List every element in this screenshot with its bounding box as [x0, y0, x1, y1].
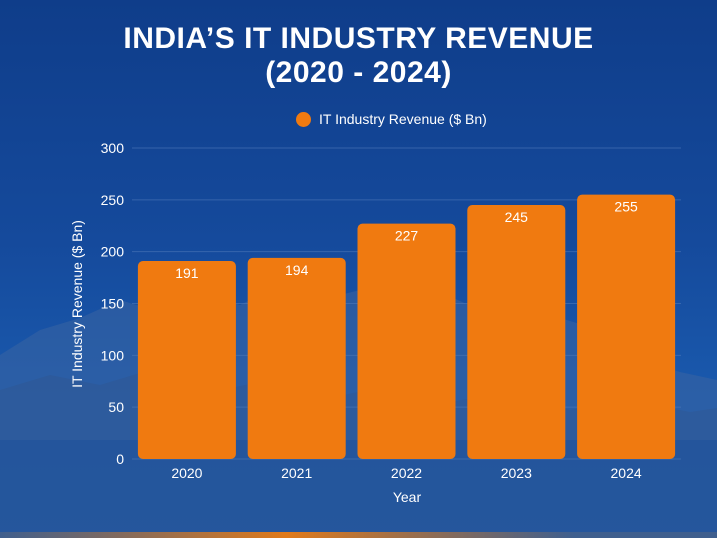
y-tick-label: 100	[101, 347, 125, 363]
y-tick-label: 200	[101, 244, 125, 260]
bar-2022	[357, 223, 456, 459]
chart-title: INDIA’S IT INDUSTRY REVENUE (2020 - 2024…	[0, 22, 717, 90]
y-tick-label: 150	[101, 296, 125, 312]
legend-swatch	[296, 111, 311, 127]
chart-title-line-1: INDIA’S IT INDUSTRY REVENUE	[123, 22, 594, 55]
x-axis-title: Year	[393, 489, 422, 505]
legend-label: IT Industry Revenue ($ Bn)	[319, 111, 487, 127]
y-tick-label: 50	[108, 399, 124, 415]
bar-2024	[577, 194, 676, 459]
bar-2023	[467, 205, 566, 459]
data-labels: 191 194 227 245 255	[175, 199, 638, 281]
data-label: 191	[175, 265, 199, 281]
x-tick-label: 2022	[391, 465, 422, 481]
data-label: 245	[505, 209, 529, 225]
chart-title-line-2: (2020 - 2024)	[265, 56, 452, 89]
x-tick-label: 2021	[281, 465, 312, 481]
y-tick-label: 250	[101, 192, 125, 208]
y-tick-label: 0	[116, 451, 124, 467]
bar-2020	[137, 260, 236, 459]
x-tick-label: 2020	[171, 465, 202, 481]
x-axis-ticks: 2020 2021 2022 2023 2024	[171, 465, 642, 481]
bottom-accent-strip	[0, 532, 717, 538]
y-axis-title: IT Industry Revenue ($ Bn)	[69, 220, 85, 388]
data-label: 227	[395, 228, 419, 244]
y-axis-ticks: 0 50 100 150 200 250 300	[101, 140, 125, 467]
data-label: 255	[614, 199, 638, 215]
legend: IT Industry Revenue ($ Bn)	[296, 111, 487, 127]
x-tick-label: 2024	[611, 465, 642, 481]
bars	[137, 194, 676, 459]
x-tick-label: 2023	[501, 465, 532, 481]
bar-2021	[247, 257, 346, 459]
data-label: 194	[285, 262, 309, 278]
y-tick-label: 300	[101, 140, 125, 156]
